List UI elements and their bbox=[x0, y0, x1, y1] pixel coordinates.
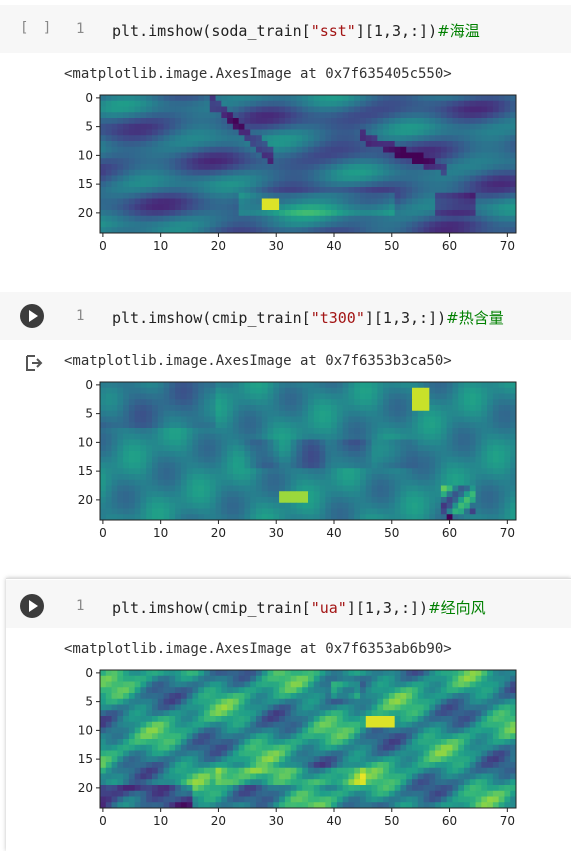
x-tick-label: 50 bbox=[384, 814, 399, 828]
play-icon bbox=[29, 600, 38, 612]
heatmap-plot-ua: 0 10 20 30 40 50 60 70 0 5 10 15 20 bbox=[76, 659, 526, 837]
y-tick-label: 10 bbox=[78, 723, 93, 737]
x-tick-label: 0 bbox=[99, 814, 107, 828]
x-tick-label: 50 bbox=[384, 526, 399, 540]
x-tick-label: 0 bbox=[99, 526, 107, 540]
run-cell-button[interactable] bbox=[20, 594, 44, 618]
x-tick-label: 0 bbox=[99, 239, 107, 253]
code-text: plt.imshow(soda_train[ bbox=[112, 22, 311, 40]
execution-count-label[interactable]: [ ] bbox=[20, 20, 55, 36]
x-tick-label: 30 bbox=[269, 814, 284, 828]
x-tick-label: 20 bbox=[211, 239, 226, 253]
code-comment: #海温 bbox=[437, 22, 480, 40]
x-tick-label: 30 bbox=[269, 526, 284, 540]
code-cell-2: 1 plt.imshow(cmip_train["t300"][1,3,:])#… bbox=[0, 290, 571, 558]
x-tick-label: 30 bbox=[269, 239, 284, 253]
x-tick-label: 10 bbox=[153, 814, 168, 828]
x-tick-label: 60 bbox=[442, 526, 457, 540]
y-tick-label: 20 bbox=[78, 493, 93, 507]
x-tick-label: 60 bbox=[442, 814, 457, 828]
x-tick-label: 40 bbox=[326, 814, 341, 828]
y-tick-label: 0 bbox=[85, 666, 93, 680]
y-tick-label: 5 bbox=[85, 120, 93, 134]
code-line[interactable]: plt.imshow(cmip_train["ua"][1,3,:])#经向风 bbox=[112, 597, 486, 618]
code-cell-3: 1 plt.imshow(cmip_train["ua"][1,3,:])#经向… bbox=[0, 578, 571, 851]
y-tick-label: 0 bbox=[85, 378, 93, 392]
run-cell-button[interactable] bbox=[20, 304, 44, 328]
code-text: ][1,3,:]) bbox=[346, 599, 429, 617]
x-tick-label: 70 bbox=[500, 814, 515, 828]
cell-input-area[interactable]: [ ] 1 plt.imshow(soda_train["sst"][1,3,:… bbox=[0, 5, 571, 53]
x-tick-label: 70 bbox=[500, 526, 515, 540]
axes-frame bbox=[99, 94, 517, 234]
play-icon bbox=[29, 310, 38, 322]
code-line[interactable]: plt.imshow(soda_train["sst"][1,3,:])#海温 bbox=[112, 20, 480, 41]
x-tick-label: 70 bbox=[500, 239, 515, 253]
y-tick-label: 0 bbox=[85, 91, 93, 105]
heatmap-plot-t300: 0 10 20 30 40 50 60 70 0 5 10 15 20 bbox=[76, 371, 526, 549]
y-tick-label: 5 bbox=[85, 695, 93, 709]
line-number: 1 bbox=[76, 308, 85, 324]
code-string: "sst" bbox=[310, 22, 356, 40]
code-comment: #热含量 bbox=[446, 309, 504, 327]
y-tick-label: 10 bbox=[78, 148, 93, 162]
code-text: plt.imshow(cmip_train[ bbox=[112, 599, 311, 617]
code-comment: #经向风 bbox=[428, 599, 486, 617]
y-tick-label: 5 bbox=[85, 407, 93, 421]
output-redirect-icon[interactable] bbox=[24, 354, 44, 376]
x-tick-label: 40 bbox=[326, 526, 341, 540]
heatmap-cells bbox=[100, 382, 517, 521]
cell-input-area[interactable]: 1 plt.imshow(cmip_train["t300"][1,3,:])#… bbox=[0, 292, 571, 340]
axes-frame bbox=[99, 381, 517, 521]
x-tick-label: 20 bbox=[211, 814, 226, 828]
code-text: ][1,3,:]) bbox=[364, 309, 447, 327]
x-tick-label: 10 bbox=[153, 239, 168, 253]
code-cell-1: [ ] 1 plt.imshow(soda_train["sst"][1,3,:… bbox=[0, 0, 571, 270]
axes-frame bbox=[99, 669, 517, 809]
focused-cell-frame bbox=[6, 578, 571, 851]
code-line[interactable]: plt.imshow(cmip_train["t300"][1,3,:])#热含… bbox=[112, 307, 504, 328]
x-tick-label: 60 bbox=[442, 239, 457, 253]
code-text: plt.imshow(cmip_train[ bbox=[112, 309, 311, 327]
y-tick-label: 20 bbox=[78, 206, 93, 220]
code-text: ][1,3,:]) bbox=[355, 22, 438, 40]
x-tick-label: 50 bbox=[384, 239, 399, 253]
line-number: 1 bbox=[76, 598, 85, 614]
y-tick-label: 15 bbox=[78, 177, 93, 191]
output-text: <matplotlib.image.AxesImage at 0x7f6353a… bbox=[64, 641, 452, 657]
heatmap-plot-sst: 0 10 20 30 40 50 60 70 0 5 10 15 20 bbox=[76, 84, 526, 262]
heatmap-cells bbox=[100, 670, 517, 809]
x-tick-label: 10 bbox=[153, 526, 168, 540]
heatmap-cells bbox=[100, 95, 517, 234]
x-tick-label: 20 bbox=[211, 526, 226, 540]
y-tick-label: 10 bbox=[78, 435, 93, 449]
code-string: "ua" bbox=[310, 599, 347, 617]
y-tick-label: 15 bbox=[78, 464, 93, 478]
y-tick-label: 20 bbox=[78, 781, 93, 795]
output-text: <matplotlib.image.AxesImage at 0x7f63540… bbox=[64, 66, 452, 82]
y-tick-label: 15 bbox=[78, 752, 93, 766]
code-string: "t300" bbox=[310, 309, 365, 327]
cell-input-area[interactable]: 1 plt.imshow(cmip_train["ua"][1,3,:])#经向… bbox=[6, 580, 571, 628]
output-text: <matplotlib.image.AxesImage at 0x7f6353b… bbox=[64, 353, 452, 369]
x-tick-label: 40 bbox=[326, 239, 341, 253]
line-number: 1 bbox=[76, 21, 85, 37]
